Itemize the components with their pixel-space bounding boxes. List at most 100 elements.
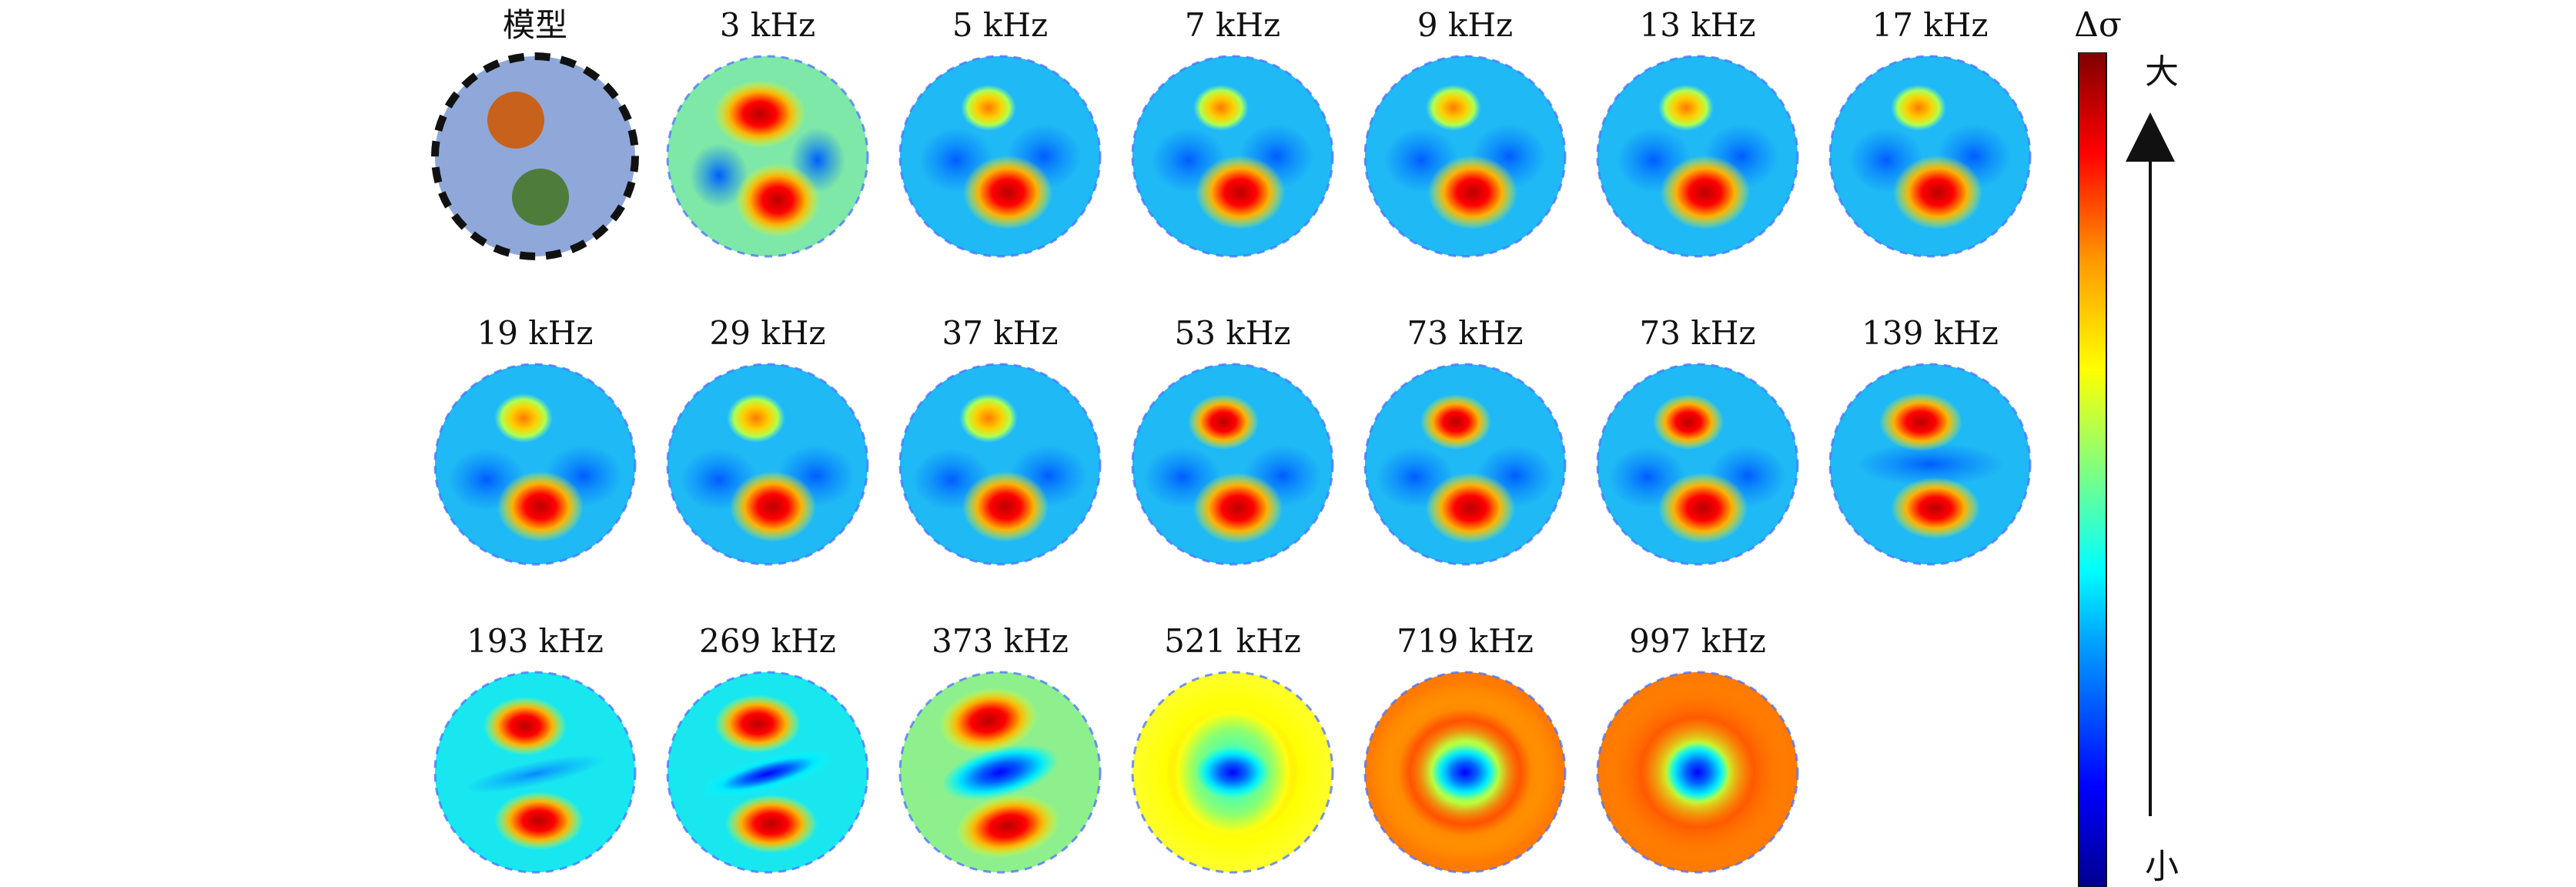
frequency-label: 3 kHz	[719, 6, 816, 44]
reconstruction-image	[666, 363, 869, 566]
reconstruction-panel: 9 kHz	[1361, 6, 1569, 260]
frequency-label: 521 kHz	[1164, 622, 1301, 660]
reconstruction-image	[1596, 671, 1799, 874]
blue-region	[690, 143, 748, 208]
orange-region	[1193, 85, 1249, 131]
red-region	[1428, 156, 1517, 229]
domain-boundary	[433, 363, 637, 566]
blue-region	[1431, 745, 1499, 800]
orange-region	[961, 85, 1016, 131]
frequency-label: 139 kHz	[1862, 314, 1999, 352]
orange-region	[1426, 85, 1481, 131]
reconstruction-image	[898, 55, 1102, 258]
reconstruction-image	[1596, 363, 1799, 566]
reconstruction-panel: 719 kHz	[1361, 622, 1569, 876]
red-region	[1420, 394, 1491, 450]
reconstruction-panel: 373 kHz	[896, 622, 1104, 876]
domain-boundary	[1363, 671, 1567, 874]
reconstruction-panel: 73 kHz	[1594, 314, 1802, 568]
domain-boundary	[1363, 363, 1567, 566]
frequency-label: 73 kHz	[1639, 314, 1756, 352]
red-region	[1893, 156, 1982, 229]
reconstruction-image	[898, 671, 1102, 874]
reconstruction-panel: 17 kHz	[1826, 6, 2034, 260]
red-region	[963, 156, 1052, 229]
red-region	[494, 792, 584, 850]
orange-region	[1891, 85, 1946, 131]
frequency-label: 53 kHz	[1174, 314, 1291, 352]
red-region	[955, 794, 1060, 859]
reconstruction-image	[433, 671, 637, 874]
reconstruction-image	[666, 671, 869, 874]
domain-boundary	[666, 363, 869, 566]
frequency-label: 269 kHz	[699, 622, 836, 660]
orange-region	[727, 393, 785, 443]
frequency-label: 7 kHz	[1184, 6, 1281, 44]
reconstruction-image	[1131, 671, 1334, 874]
model-label: 模型	[502, 6, 567, 44]
domain-boundary	[1131, 671, 1334, 874]
domain-boundary	[433, 671, 637, 874]
red-region	[1661, 156, 1750, 229]
frequency-label: 9 kHz	[1417, 6, 1514, 44]
reconstruction-panel: 19 kHz	[431, 314, 639, 568]
model-panel: 模型	[431, 6, 639, 260]
red-region	[1653, 394, 1724, 450]
model-inclusion-top	[487, 92, 544, 149]
red-region	[483, 697, 567, 755]
reconstruction-panel: 139 kHz	[1826, 314, 2034, 568]
frequency-label: 73 kHz	[1407, 314, 1524, 352]
domain-boundary	[1596, 55, 1799, 258]
red-region	[962, 471, 1049, 542]
orange-region	[959, 393, 1018, 443]
domain-boundary	[1131, 363, 1334, 566]
reconstruction-panel: 521 kHz	[1129, 622, 1337, 876]
reconstruction-panel: 193 kHz	[431, 622, 639, 876]
domain-boundary	[666, 671, 869, 874]
reconstruction-image	[433, 363, 637, 566]
reconstruction-image	[666, 55, 869, 258]
red-region	[1426, 473, 1515, 544]
reconstruction-panel: 3 kHz	[664, 6, 871, 260]
blue-region	[701, 751, 834, 797]
frequency-label: 19 kHz	[477, 314, 594, 352]
reconstruction-image	[1363, 55, 1567, 258]
red-region	[1879, 393, 1962, 451]
domain-boundary	[1828, 55, 2032, 258]
frequency-label: 193 kHz	[467, 622, 604, 660]
reconstruction-panel: 997 kHz	[1594, 622, 1802, 876]
red-region	[497, 471, 584, 542]
colorbar-title: Δσ	[2074, 5, 2122, 45]
colorbar-top-label: 大	[2145, 52, 2179, 92]
blue-region	[1856, 443, 2004, 486]
red-region	[714, 80, 806, 148]
orange-region	[494, 393, 553, 443]
colorbar: Δσ 大 小	[2074, 6, 2197, 887]
red-region	[939, 688, 1038, 754]
frequency-label: 373 kHz	[932, 622, 1069, 660]
reconstruction-image	[898, 363, 1102, 566]
reconstruction-image	[1828, 55, 2032, 258]
frequency-label: 37 kHz	[942, 314, 1059, 352]
reconstruction-panel: 5 kHz	[896, 6, 1104, 260]
reconstruction-panel: 73 kHz	[1361, 314, 1569, 568]
frequency-label: 13 kHz	[1639, 6, 1756, 44]
orange-region	[1658, 85, 1714, 131]
red-region	[725, 795, 818, 853]
model-diagram	[431, 52, 639, 260]
colorbar-graphic: 大 小	[2078, 52, 2179, 887]
domain-boundary	[1596, 363, 1799, 566]
colorbar-scale	[2078, 52, 2107, 887]
reconstruction-image	[1131, 55, 1334, 258]
model-inclusion-bottom	[512, 169, 569, 226]
red-region	[1658, 473, 1748, 544]
reconstruction-panel: 13 kHz	[1594, 6, 1802, 260]
red-region	[1891, 477, 1980, 539]
reconstruction-image	[1131, 363, 1334, 566]
colorbar-bottom-label: 小	[2145, 847, 2179, 886]
reconstruction-panel: 37 kHz	[896, 314, 1104, 568]
frequency-label: 29 kHz	[709, 314, 826, 352]
red-region	[735, 163, 820, 237]
reconstruction-image	[1596, 55, 1799, 258]
frequency-label: 997 kHz	[1629, 622, 1766, 660]
